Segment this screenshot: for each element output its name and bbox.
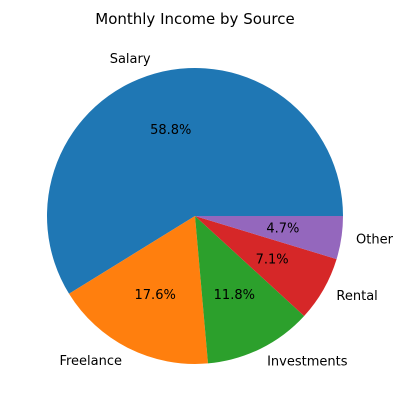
pie-labels: Salary 58.8% Freelance 17.6% Investments 11.8… (59, 52, 393, 370)
category-label-investments: Investments (267, 354, 348, 369)
pie-slices (47, 68, 344, 364)
percent-label-investments: 11.8% (214, 288, 255, 303)
pie-slice-other (195, 216, 343, 260)
pie-slice-salary (47, 68, 344, 294)
category-label-rental: Rental (336, 289, 377, 304)
percent-label-rental: 7.1% (256, 252, 289, 267)
pie-slice-freelance (69, 216, 209, 364)
percent-label-freelance: 17.6% (135, 288, 176, 303)
category-label-salary: Salary (110, 52, 151, 67)
category-label-other: Other (356, 232, 394, 247)
percent-label-other: 4.7% (266, 222, 299, 237)
pie-slice-investments (195, 216, 305, 364)
category-label-freelance: Freelance (59, 354, 122, 369)
percent-label-salary: 58.8% (150, 123, 191, 138)
pie-slice-rental (195, 216, 337, 316)
chart-title: Monthly Income by Source (95, 10, 294, 28)
